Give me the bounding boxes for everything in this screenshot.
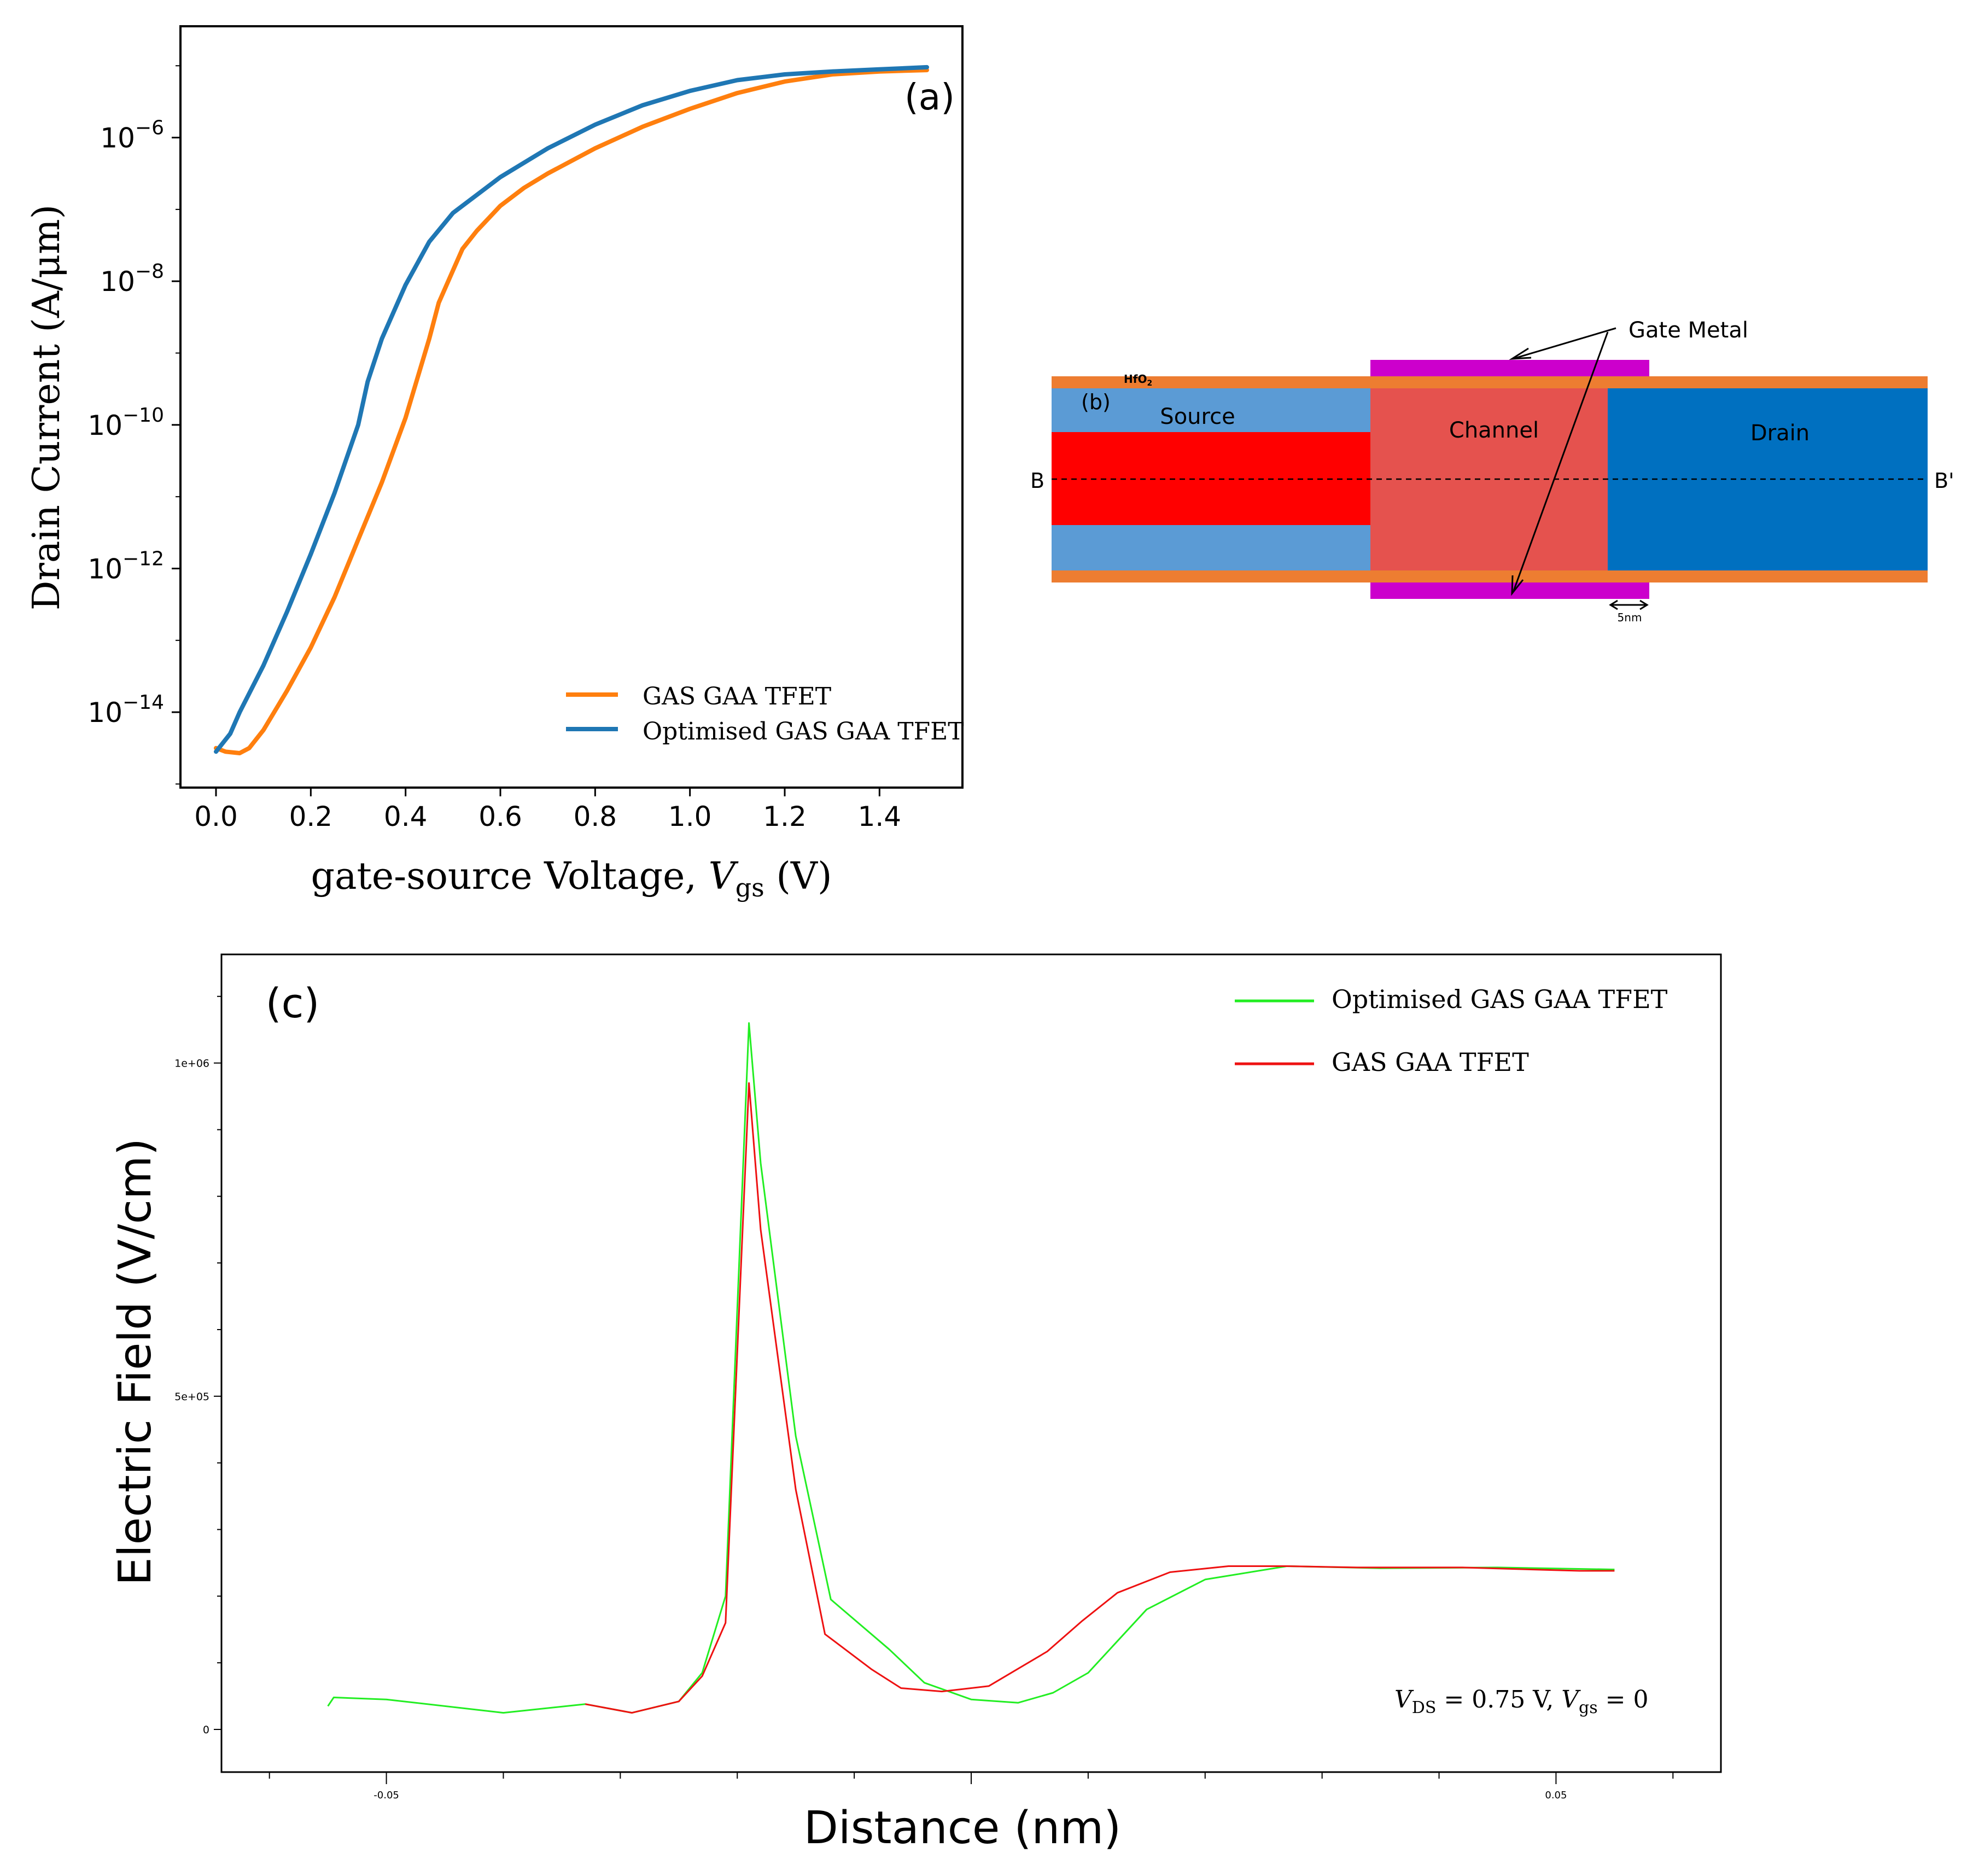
chart-a-x-tick-label: 1.4: [858, 801, 902, 832]
gate-metal-label: Gate Metal: [1629, 318, 1748, 343]
chart-c-legend-label-optimised: Optimised GAS GAA TFET: [1332, 984, 1668, 1014]
chart-a-legend: GAS GAA TFET Optimised GAS GAA TFET: [566, 683, 964, 745]
chart-c-x-tick-label: -0.05: [373, 1790, 399, 1801]
device-diagram: B B' (b) HfO2 Source Channel Drain Gate …: [1030, 318, 1954, 624]
source-label: Source: [1160, 404, 1235, 429]
hfo2-bottom-layer: [1052, 570, 1928, 582]
chart-c-series-gas-gaa-tfet: [585, 1082, 1615, 1714]
chart-a-legend-label-gas: GAS GAA TFET: [643, 683, 831, 710]
chart-a-panel-label: (a): [904, 76, 955, 118]
chart-a-y-tick-label: 10−14: [87, 691, 164, 729]
chart-a: 0.0 0.2 0.4 0.6 0.8 1.0 1.2 1.4 10−6 10−8 10−10 10−…: [25, 25, 964, 902]
hfo2-label: HfO2: [1124, 372, 1152, 388]
chart-a-y-tick-label: 10−6: [100, 117, 164, 154]
chart-c-frame: [220, 953, 1722, 1773]
chart-a-frame: [179, 25, 964, 789]
drain-label: Drain: [1750, 421, 1810, 446]
chart-a-x-tick-label: 1.0: [668, 801, 712, 832]
chart-c-y-axis-label: Electric Field (V/cm): [109, 1138, 161, 1586]
chart-a-x-tick-label: 0.0: [194, 801, 238, 832]
chart-a-x-tick-label: 0.4: [384, 801, 428, 832]
chart-c-series-optimised-gas-gaa-tfet: [327, 1022, 1615, 1714]
scale-bar: [1609, 599, 1649, 610]
gate-metal-bottom: [1370, 582, 1649, 599]
chart-c-y-tick-label: 0: [203, 1724, 209, 1736]
chart-c-legend: Optimised GAS GAA TFET GAS GAA TFET: [1235, 984, 1668, 1077]
chart-a-legend-label-optimised: Optimised GAS GAA TFET: [643, 718, 964, 745]
chart-a-y-tick-label: 10−8: [100, 260, 164, 298]
chart-a-series-gas-gaa-tfet: [214, 68, 929, 755]
cutline-left-label: B: [1030, 469, 1044, 493]
chart-c-x-tick-label: 0.05: [1545, 1790, 1567, 1801]
gate-metal-arrows: [1509, 327, 1616, 596]
chart-a-x-tick-label: 0.2: [289, 801, 333, 832]
scale-bar-label: 5nm: [1618, 611, 1642, 624]
drain-region: [1608, 388, 1928, 570]
panel-b-label: (b): [1081, 390, 1111, 414]
chart-c-y-tick-label: 1e+06: [174, 1058, 209, 1070]
cutline-right-label: B': [1934, 469, 1954, 493]
chart-a-series-optimised-gas-gaa-tfet: [214, 65, 929, 754]
chart-a-x-tick-label: 0.6: [478, 801, 522, 832]
chart-a-x-tick-label: 0.8: [574, 801, 617, 832]
gate-metal-top: [1370, 360, 1649, 376]
chart-a-x-tick-label: 1.2: [763, 801, 807, 832]
chart-c-bias-annotation: VDS = 0.75 V, Vgs = 0: [1394, 1686, 1648, 1717]
hfo2-top-layer: [1052, 376, 1928, 388]
chart-a-y-axis-label: Drain Current (A/μm): [25, 205, 68, 610]
chart-c-y-tick-label: 5e+05: [174, 1391, 209, 1403]
chart-c: -0.05 0.05 0 5e+05 1e+06 (c) Electric Field …: [109, 953, 1722, 1854]
chart-a-x-axis-label: gate-source Voltage, Vgs (V): [311, 855, 832, 902]
chart-c-legend-label-gas: GAS GAA TFET: [1332, 1047, 1529, 1077]
channel-label: Channel: [1449, 418, 1539, 443]
chart-c-x-axis-label: Distance (nm): [804, 1802, 1121, 1854]
chart-c-panel-label: (c): [266, 980, 319, 1027]
chart-a-y-tick-label: 10−10: [87, 404, 164, 441]
chart-a-y-tick-label: 10−12: [87, 547, 164, 585]
